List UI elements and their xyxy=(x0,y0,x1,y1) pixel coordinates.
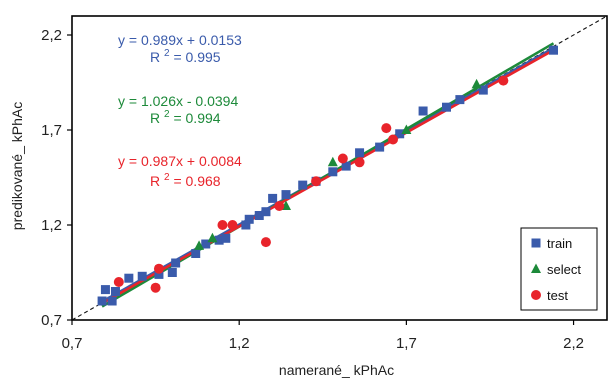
data-point-test xyxy=(153,263,164,274)
data-point-test xyxy=(498,75,509,86)
y-axis-title: predikované_ kPhAc xyxy=(9,102,25,230)
r-squared-symbol: R xyxy=(150,49,164,65)
r-squared-superscript: 2 xyxy=(164,109,170,120)
r-squared-value: = 0.968 xyxy=(170,173,221,189)
data-point-select xyxy=(401,124,412,134)
data-point-train xyxy=(254,211,264,220)
data-point-train xyxy=(478,85,488,95)
y-tick-label: 1,7 xyxy=(41,122,62,139)
data-point-test xyxy=(113,277,124,287)
regression-equation: y = 0.989x + 0.0153 xyxy=(118,32,242,48)
data-point-train xyxy=(442,102,451,112)
data-point-train xyxy=(455,95,465,105)
data-point-train xyxy=(298,180,308,190)
plot-data xyxy=(72,16,607,320)
data-point-train xyxy=(268,193,278,203)
data-point-train xyxy=(110,287,120,296)
x-tick-label: 1,2 xyxy=(229,335,250,352)
r-squared-symbol: R xyxy=(150,173,164,189)
r-squared-label: R 2 = 0.968 xyxy=(150,172,221,189)
data-point-train xyxy=(214,235,224,245)
data-point-train xyxy=(191,249,201,258)
data-point-train xyxy=(124,273,134,283)
legend-label-select: select xyxy=(547,262,581,277)
y-tick-label: 0,7 xyxy=(41,312,62,329)
x-tick-label: 2,2 xyxy=(563,335,584,352)
data-point-test xyxy=(274,201,285,211)
data-point-train xyxy=(261,207,271,217)
r-squared-symbol: R xyxy=(150,110,164,126)
data-point-train xyxy=(154,269,164,279)
data-point-train xyxy=(549,45,558,55)
regression-equation: y = 1.026x - 0.0394 xyxy=(118,93,238,109)
r-squared-superscript: 2 xyxy=(164,48,170,59)
data-point-test xyxy=(354,157,365,168)
data-point-test xyxy=(381,123,392,134)
data-point-train xyxy=(375,142,385,152)
data-point-select xyxy=(471,78,482,89)
data-point-test xyxy=(388,134,398,145)
data-point-train xyxy=(281,190,291,200)
data-point-train xyxy=(221,233,231,243)
y-tick-label: 1,2 xyxy=(41,217,62,234)
regression-equation: y = 0.987x + 0.0084 xyxy=(118,153,242,169)
data-point-select xyxy=(194,240,205,250)
data-point-select xyxy=(207,232,218,243)
r-squared-label: R 2 = 0.995 xyxy=(150,48,221,65)
data-point-test xyxy=(337,153,348,164)
r-squared-value: = 0.995 xyxy=(170,49,221,65)
data-point-test xyxy=(227,220,238,230)
legend-marker-train xyxy=(531,238,541,248)
r-squared-superscript: 2 xyxy=(164,172,170,183)
data-point-train xyxy=(97,296,107,306)
data-point-train xyxy=(171,258,181,268)
data-point-train xyxy=(167,268,177,277)
r-squared-label: R 2 = 0.994 xyxy=(150,109,221,126)
r-squared-value: = 0.994 xyxy=(170,110,221,126)
legend-label-test: test xyxy=(547,288,568,303)
data-point-train xyxy=(395,129,405,139)
y-tick-label: 2,2 xyxy=(41,27,62,44)
data-point-train xyxy=(341,161,351,171)
data-point-train xyxy=(328,167,338,177)
x-tick-label: 1,7 xyxy=(396,335,417,352)
legend-label-train: train xyxy=(547,236,572,251)
legend-marker-test xyxy=(531,290,541,300)
x-axis-title: namerané_ kPhAc xyxy=(279,362,394,378)
data-point-train xyxy=(137,271,147,281)
data-point-select xyxy=(327,156,338,167)
data-point-train xyxy=(107,296,117,306)
data-point-test xyxy=(260,237,271,248)
data-point-train xyxy=(241,220,251,230)
data-point-test xyxy=(311,176,322,187)
data-point-train xyxy=(418,106,428,116)
data-point-test xyxy=(150,282,161,293)
legend-marker-select xyxy=(531,263,541,273)
data-point-train xyxy=(201,239,211,249)
data-point-train xyxy=(355,148,365,158)
x-tick-label: 0,7 xyxy=(62,335,83,352)
data-point-train xyxy=(244,214,254,224)
data-point-train xyxy=(100,285,110,295)
data-point-test xyxy=(217,220,228,230)
